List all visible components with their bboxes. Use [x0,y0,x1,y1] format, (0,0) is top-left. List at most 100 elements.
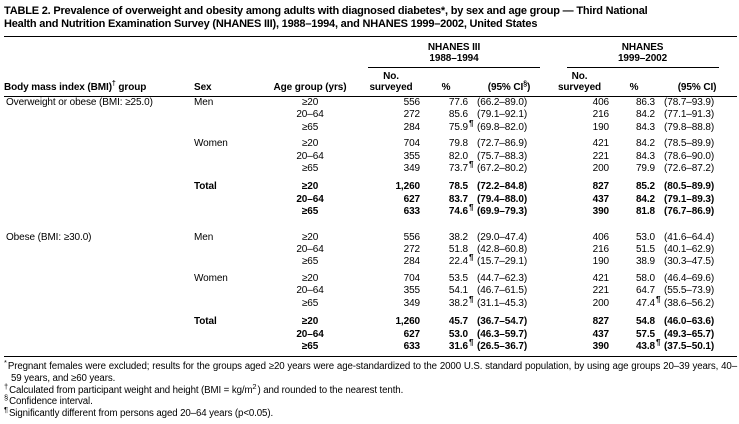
table-row: Overweight or obese (BMI: ≥25.0) Men ≥20 55… [4,97,737,110]
cell-pct-nhanes99: 43.8¶ [611,338,660,358]
col-header-age-group: Age group (yrs) [260,68,360,97]
cell-sex [194,256,260,268]
cell-bmi-group [4,122,194,134]
cell-bmi-group [4,109,194,121]
footnote-section: §Confidence interval. [4,393,93,408]
cell-sex: Women [194,272,228,284]
cell-age: ≥65 [301,163,319,175]
cell-age: ≥20 [301,181,319,193]
cell-pct-nhanes99: 86.3 [635,97,656,108]
cell-age: 20–64 [296,328,324,340]
cell-n-nhanes3: 704 [403,138,420,150]
cell-bmi-group [4,285,194,297]
cell-sex [194,163,260,175]
table-title-line2: Health and Nutrition Examination Survey … [4,18,538,30]
col-header-ci-nhanes99: (95% CI) [657,68,738,97]
asterisk-marker: * [4,358,7,368]
cell-pct-nhanes3: 22.4¶ [448,253,474,268]
cell-bmi-group: Obese (BMI: ≥30.0) [6,231,92,243]
cell-n-nhanes3: 627 [403,193,420,205]
cell-n-nhanes3: 633 [403,206,420,218]
cell-bmi-group [4,151,194,163]
cell-pct-nhanes3: 53.0 [448,328,468,340]
col-group-nhanes3-years: 1988–1994 [429,53,479,64]
dagger-marker: † [4,381,9,391]
cell-sex: Total [194,316,217,328]
cell-ci-nhanes99: (72.6–87.2) [664,163,715,175]
table-row: ≥65 284 75.9¶ (69.8–82.0) 190 84.3 (79.8–88.8) [4,119,737,134]
cell-n-nhanes3: 349 [403,297,420,309]
cell-ci-nhanes3: (67.2–80.2) [477,163,528,175]
cell-age: 20–64 [296,109,324,121]
cell-n-nhanes3: 556 [403,231,420,243]
cell-ci-nhanes99: (79.8–88.8) [664,121,715,133]
table-row: ≥65 284 22.4¶ (15.7–29.1) 190 38.9 (30.3–47.5) [4,253,737,268]
cell-ci-nhanes99: (55.5–73.9) [664,285,715,297]
cell-n-nhanes99: 827 [592,181,610,193]
cell-n-nhanes99: 190 [592,256,610,268]
col-header-sex: Sex [194,68,260,97]
table-row: 20–64 355 54.1 (46.7–61.5) 221 64.7 (55.5–73.9… [4,285,737,297]
cell-ci-nhanes99: (30.3–47.5) [664,256,715,268]
cell-pct-nhanes3: 77.6 [448,97,468,108]
cell-ci-nhanes99: (41.6–64.4) [664,231,715,243]
cell-bmi-group [4,175,194,193]
table-row: ≥65 349 73.7¶ (67.2–80.2) 200 79.9 (72.6–87.2) [4,160,737,175]
cell-ci-nhanes3: (79.4–88.0) [477,193,528,205]
cell-n-nhanes99: 200 [592,163,610,175]
table-row-total: 20–64 627 53.0 (46.3–59.7) 437 57.5 (49.3–65.7… [4,329,737,341]
dagger-marker: † [111,80,116,88]
cell-n-nhanes3: 704 [403,272,420,284]
cell-age: 20–64 [296,193,324,205]
cell-bmi-group [4,340,194,358]
cell-age: 20–64 [296,150,324,162]
cell-pct-nhanes99: 64.7 [635,285,656,297]
cell-pct-nhanes3: 31.6¶ [422,338,473,358]
cell-sex [194,109,260,121]
cell-pct-nhanes3: 38.2¶ [448,294,474,309]
cell-pct-nhanes3: 83.7 [448,193,468,205]
cell-n-nhanes99: 827 [592,316,610,328]
cell-n-nhanes99: 437 [592,193,610,205]
table-row: 20–64 355 82.0 (75.7–88.3) 221 84.3 (78.6–90.0… [4,151,737,163]
cell-ci-nhanes3: (26.5–36.7) [470,340,549,358]
cell-age: ≥20 [301,272,319,284]
cell-pct-nhanes99: 57.5 [635,328,656,340]
col-header-ci-nhanes3: (95% CI§) [470,68,549,97]
cell-ci-nhanes99: (79.1–89.3) [664,193,715,205]
cell-n-nhanes99: 216 [592,244,610,256]
cell-n-nhanes99: 406 [592,97,610,108]
col-group-nhanes99: NHANES 1999–2002 [548,37,737,68]
cell-n-nhanes99: 390 [592,206,610,218]
cell-sex: Total [194,181,217,193]
cell-ci-nhanes3: (75.7–88.3) [477,150,528,162]
cell-ci-nhanes3: (69.8–82.0) [477,121,528,133]
pilcrow-marker: ¶ [4,404,8,414]
cell-age: ≥20 [301,97,319,108]
cell-ci-nhanes99: (49.3–65.7) [664,328,715,340]
cell-ci-nhanes99: (76.7–86.9) [664,206,715,218]
cell-sex: Men [194,231,214,243]
cell-bmi-group [4,163,194,175]
cell-age: ≥65 [301,256,319,268]
table-row: Obese (BMI: ≥30.0) Men ≥20 556 38.2 (29.0–47.… [4,219,737,244]
cell-pct-nhanes99: 38.9 [635,256,656,268]
cell-ci-nhanes3: (31.1–45.3) [477,297,528,309]
cell-n-nhanes3: 1,260 [395,181,420,193]
cell-bmi-group [4,329,194,341]
cell-age: ≥20 [301,316,319,328]
cell-pct-nhanes3: 78.5 [448,181,468,193]
cell-age: ≥65 [301,121,319,133]
cell-age: 20–64 [296,285,324,297]
cell-n-nhanes99: 221 [592,285,610,297]
cell-pct-nhanes99: 84.2 [635,109,656,121]
col-group-nhanes3: NHANES III 1988–1994 [360,37,548,68]
table-row: 20–64 272 85.6 (79.1–92.1) 216 84.2 (77.1–91.3… [4,109,737,121]
cell-sex: Men [194,97,214,108]
cell-pct-nhanes99: 47.4¶ [635,294,661,309]
column-group-row: NHANES III 1988–1994 NHANES 1999–2002 [4,37,737,68]
footnote-pilcrow: ¶Significantly different from persons ag… [4,404,274,419]
cell-bmi-group [4,206,194,218]
table-row-total: 20–64 627 83.7 (79.4–88.0) 437 84.2 (79.1–89.3… [4,194,737,206]
